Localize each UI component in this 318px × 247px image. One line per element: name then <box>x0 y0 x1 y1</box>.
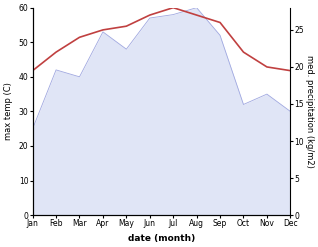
Y-axis label: med. precipitation (kg/m2): med. precipitation (kg/m2) <box>305 55 314 168</box>
X-axis label: date (month): date (month) <box>128 234 195 243</box>
Y-axis label: max temp (C): max temp (C) <box>4 82 13 140</box>
